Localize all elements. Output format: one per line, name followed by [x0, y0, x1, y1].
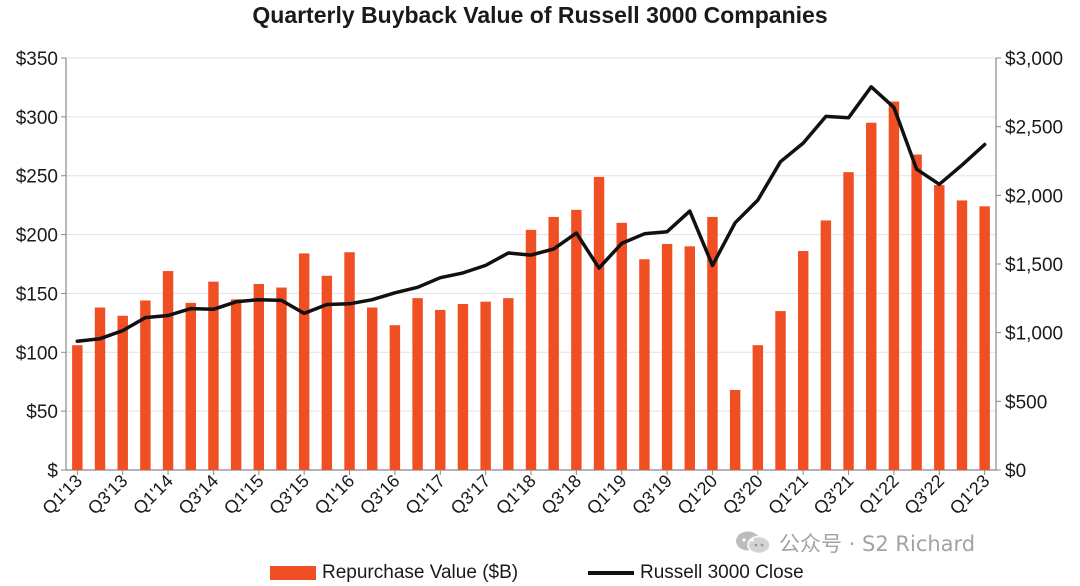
bar [729, 389, 741, 470]
bar [253, 284, 265, 470]
bar [752, 345, 764, 470]
y-right-tick-label: $2,500 [1005, 118, 1063, 139]
bar [72, 345, 83, 470]
legend-item-repurchase: Repurchase Value ($B) [270, 562, 518, 584]
bar [548, 216, 559, 470]
bar [117, 315, 128, 470]
x-tick-label: Q3'16 [356, 471, 404, 519]
x-tick-label: Q3'18 [537, 471, 585, 519]
watermark: 公众号 · S2 Richard [735, 528, 975, 558]
legend-label-russell: Russell 3000 Close [640, 562, 804, 583]
chart-legend: Repurchase Value ($B) Russell 3000 Close [0, 562, 1080, 586]
y-left-tick-label: $250 [16, 167, 58, 188]
y-left-tick-label: $150 [16, 284, 58, 305]
bar [344, 252, 355, 470]
x-tick-label: Q1'22 [855, 471, 903, 519]
legend-item-russell: Russell 3000 Close [588, 562, 804, 584]
bar [775, 311, 786, 470]
y-left-tick-label: $300 [16, 108, 58, 129]
bar [571, 209, 582, 470]
legend-line-swatch [588, 571, 634, 575]
y-left-tick-label: $ [47, 461, 58, 482]
y-left-tick-label: $350 [16, 49, 58, 70]
bar [367, 307, 378, 470]
bar [956, 200, 968, 471]
x-tick-label: Q3'22 [900, 471, 948, 519]
y-right-tick-label: $500 [1005, 392, 1047, 413]
y-left-tick-label: $200 [16, 226, 58, 247]
bar [525, 229, 537, 470]
x-tick-label: Q1'16 [311, 471, 359, 519]
bar [276, 287, 287, 470]
bar [820, 220, 832, 470]
legend-bar-swatch [270, 566, 316, 580]
bar [94, 307, 106, 470]
x-tick-label: Q1'18 [492, 471, 540, 519]
x-tick-label: Q3'21 [810, 471, 858, 519]
y-right-tick-label: $3,000 [1005, 49, 1063, 70]
x-tick-label: Q1'15 [220, 471, 268, 519]
bar [934, 185, 945, 471]
bar [457, 304, 469, 470]
bar [707, 216, 718, 470]
bar [503, 298, 514, 470]
y-left-tick-label: $100 [16, 343, 58, 364]
bar [593, 176, 605, 471]
bar [298, 253, 310, 470]
x-tick-label: Q1'21 [764, 471, 812, 519]
bar [389, 325, 401, 470]
bar [911, 154, 922, 471]
x-tick-label: Q1'20 [674, 471, 722, 519]
bar [866, 122, 877, 470]
bar [797, 251, 809, 470]
x-tick-label: Q1'13 [38, 471, 86, 519]
bar [684, 246, 695, 470]
bar [412, 298, 423, 470]
bar [480, 301, 491, 470]
y-right-tick-label: $1,000 [1005, 324, 1063, 345]
chart-title: Quarterly Buyback Value of Russell 3000 … [252, 2, 828, 28]
legend-label-repurchase: Repurchase Value ($B) [322, 562, 519, 583]
bar [979, 206, 990, 470]
x-tick-label: Q1'19 [583, 471, 631, 519]
bar [616, 222, 627, 470]
bar [639, 259, 650, 470]
x-tick-label: Q1'17 [401, 471, 449, 519]
x-tick-label: Q3'20 [719, 471, 767, 519]
bar [230, 299, 242, 470]
bar [661, 243, 673, 470]
x-tick-label: Q3'14 [175, 471, 223, 519]
x-tick-label: Q3'15 [265, 471, 313, 519]
y-left-tick-label: $50 [26, 402, 58, 423]
bar [435, 309, 446, 470]
y-right-tick-label: $2,000 [1005, 186, 1063, 207]
x-tick-label: Q1'14 [129, 471, 177, 519]
y-right-tick-label: $1,500 [1005, 255, 1063, 276]
buyback-chart: $ $50 $100 $150 $200 $250 $300 $350 $0 $500 $1,000… [16, 49, 1063, 519]
bar [162, 271, 174, 470]
watermark-text: 公众号 · S2 Richard [779, 532, 976, 556]
x-tick-label: Q3'17 [447, 471, 495, 519]
russell-3000-line [75, 85, 987, 343]
bar [208, 281, 219, 470]
bar [140, 300, 151, 470]
bar [888, 101, 900, 470]
y-right-tick-label: $0 [1005, 461, 1026, 482]
x-tick-label: Q1'23 [946, 471, 994, 519]
x-tick-label: Q3'19 [628, 471, 676, 519]
x-tick-label: Q3'13 [84, 471, 132, 519]
bar [185, 302, 196, 470]
bar [843, 172, 854, 470]
chat-bubble-icon [735, 530, 771, 556]
bar [321, 275, 333, 470]
